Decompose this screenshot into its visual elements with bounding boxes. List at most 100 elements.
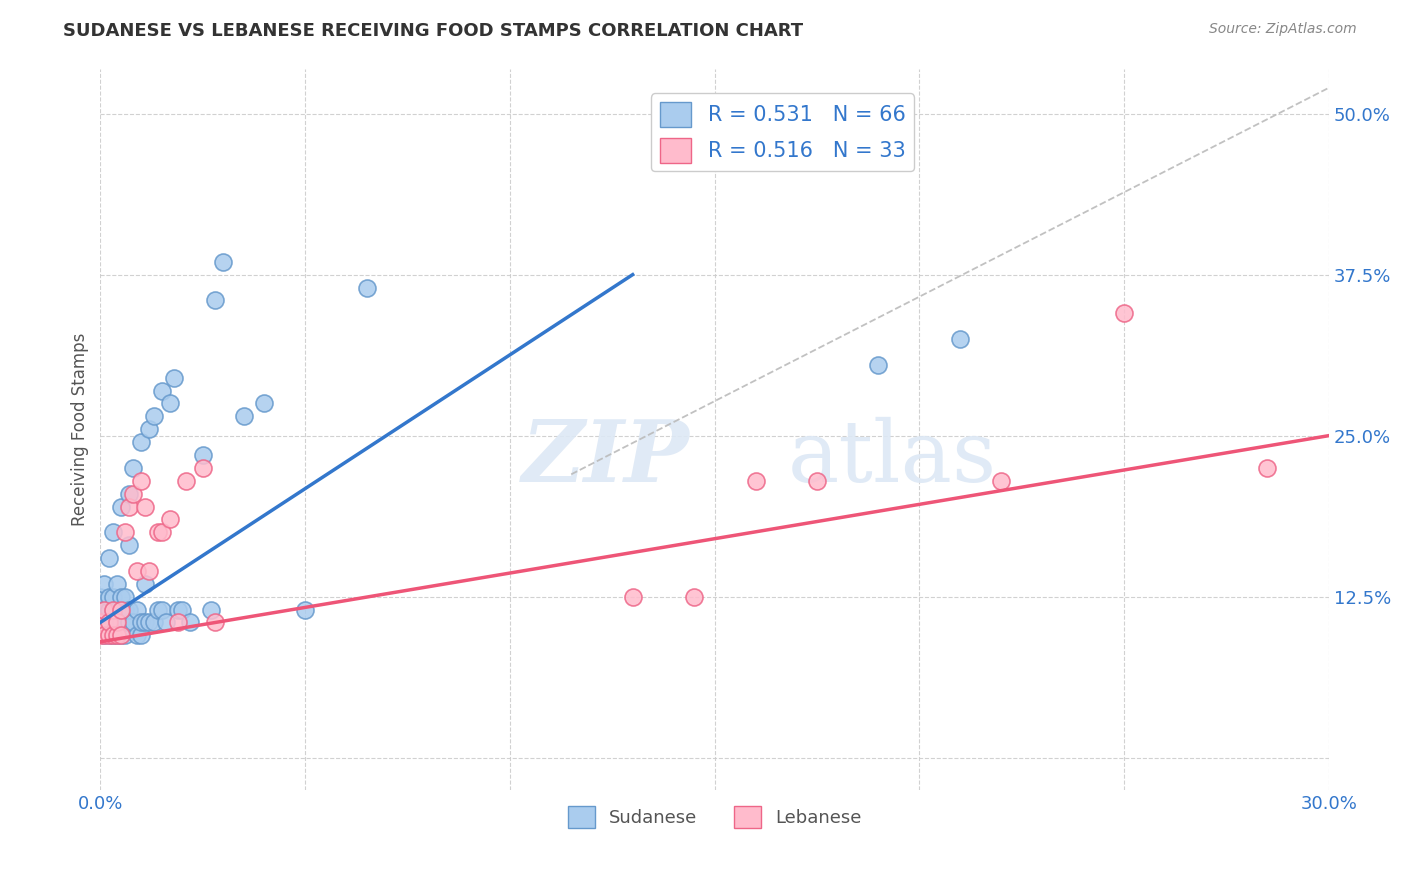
Point [949, 332, 972, 346]
Point [110, 628, 132, 642]
Point [110, 602, 132, 616]
Point [167, 602, 190, 616]
Point [204, 293, 226, 308]
Point [191, 461, 214, 475]
Point [621, 590, 644, 604]
Point [101, 628, 124, 642]
Point [129, 628, 152, 642]
Point [212, 254, 235, 268]
Point [118, 615, 141, 630]
Point [101, 602, 124, 616]
Point [105, 576, 128, 591]
Point [806, 474, 828, 488]
Point [868, 358, 890, 372]
Point [1256, 461, 1278, 475]
Point [150, 602, 173, 616]
Text: atlas: atlas [787, 417, 997, 500]
Point [110, 615, 132, 630]
Point [159, 512, 181, 526]
Point [146, 602, 169, 616]
Point [101, 525, 124, 540]
Point [163, 370, 186, 384]
Point [105, 602, 128, 616]
Point [93, 576, 115, 591]
Point [89, 615, 111, 630]
Point [167, 615, 190, 630]
Point [142, 615, 165, 630]
Point [93, 602, 115, 616]
Point [122, 461, 145, 475]
Point [97, 628, 120, 642]
Point [118, 500, 141, 514]
Point [97, 615, 120, 630]
Point [134, 615, 156, 630]
Point [253, 396, 276, 410]
Text: Source: ZipAtlas.com: Source: ZipAtlas.com [1209, 22, 1357, 37]
Y-axis label: Receiving Food Stamps: Receiving Food Stamps [72, 333, 89, 526]
Point [89, 615, 111, 630]
Point [990, 474, 1012, 488]
Point [97, 602, 120, 616]
Point [150, 525, 173, 540]
Point [127, 564, 149, 578]
Point [101, 590, 124, 604]
Point [142, 409, 165, 424]
Point [93, 628, 115, 642]
Point [138, 564, 160, 578]
Point [105, 628, 128, 642]
Point [129, 435, 152, 450]
Point [93, 602, 115, 616]
Point [110, 590, 132, 604]
Point [114, 525, 136, 540]
Point [97, 615, 120, 630]
Point [134, 500, 156, 514]
Point [97, 628, 120, 642]
Point [101, 628, 124, 642]
Point [150, 384, 173, 398]
Point [129, 615, 152, 630]
Text: ZIP: ZIP [522, 417, 690, 500]
Point [155, 615, 177, 630]
Point [129, 474, 152, 488]
Point [1112, 306, 1135, 320]
Point [683, 590, 706, 604]
Point [232, 409, 254, 424]
Point [105, 615, 128, 630]
Legend: Sudanese, Lebanese: Sudanese, Lebanese [561, 798, 869, 835]
Point [105, 628, 128, 642]
Point [114, 590, 136, 604]
Point [122, 486, 145, 500]
Point [200, 602, 222, 616]
Point [89, 628, 111, 642]
Point [101, 615, 124, 630]
Point [744, 474, 766, 488]
Point [294, 602, 316, 616]
Point [89, 590, 111, 604]
Point [114, 628, 136, 642]
Point [118, 538, 141, 552]
Point [93, 615, 115, 630]
Text: SUDANESE VS LEBANESE RECEIVING FOOD STAMPS CORRELATION CHART: SUDANESE VS LEBANESE RECEIVING FOOD STAM… [63, 22, 803, 40]
Point [134, 576, 156, 591]
Point [110, 500, 132, 514]
Point [105, 615, 128, 630]
Point [159, 396, 181, 410]
Point [146, 525, 169, 540]
Point [204, 615, 226, 630]
Point [93, 628, 115, 642]
Point [191, 448, 214, 462]
Point [114, 615, 136, 630]
Point [138, 615, 160, 630]
Point [138, 422, 160, 436]
Point [118, 602, 141, 616]
Point [172, 602, 194, 616]
Point [97, 551, 120, 566]
Point [101, 602, 124, 616]
Point [127, 602, 149, 616]
Point [114, 602, 136, 616]
Point [97, 590, 120, 604]
Point [110, 628, 132, 642]
Point [356, 280, 378, 294]
Point [179, 615, 201, 630]
Point [89, 602, 111, 616]
